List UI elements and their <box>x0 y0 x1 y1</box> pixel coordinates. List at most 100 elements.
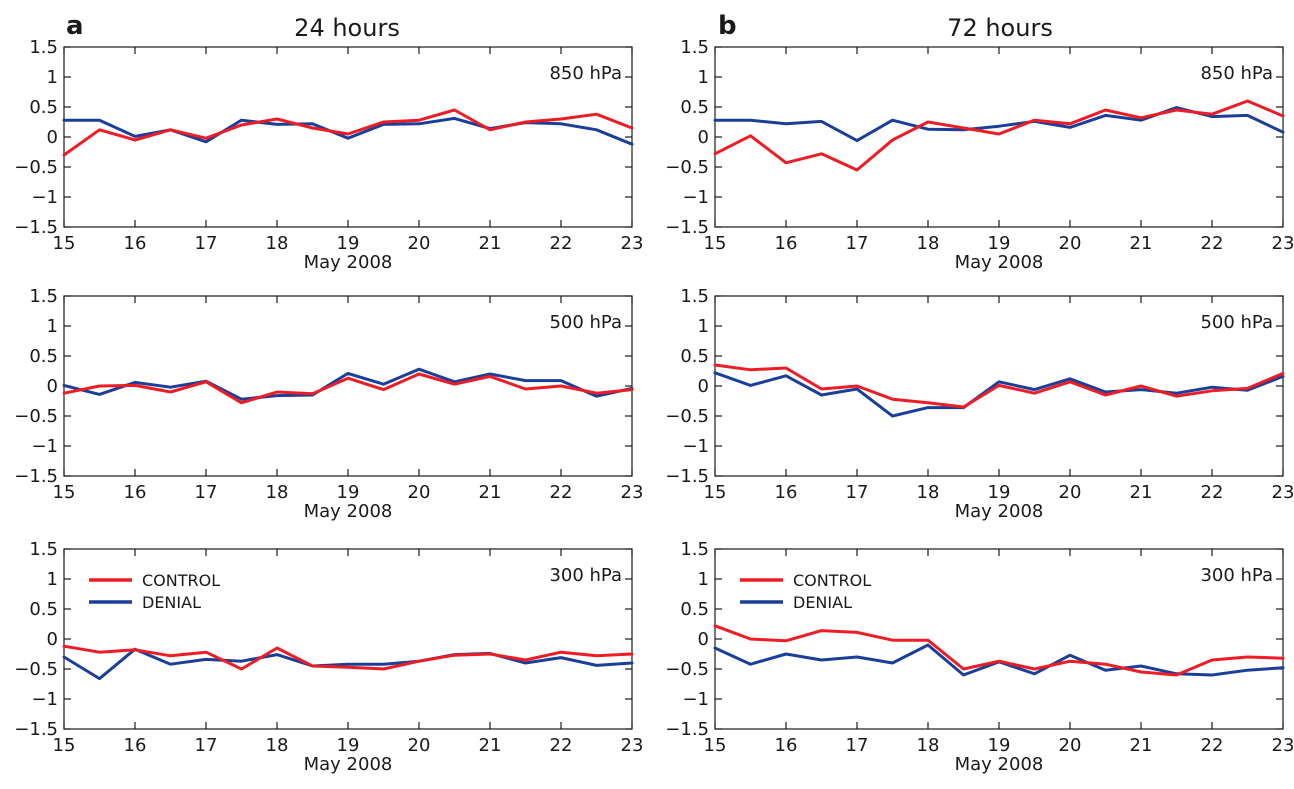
series-line-control <box>62 644 634 671</box>
y-tick-label: 1 <box>698 569 709 590</box>
y-tick-label: 0.5 <box>680 599 709 620</box>
y-tick-label: −1 <box>682 689 709 710</box>
y-tick-label: 0.5 <box>680 97 709 118</box>
y-tick-label: 1.5 <box>680 539 709 560</box>
series-line-denial <box>62 647 634 681</box>
x-tick-label: 18 <box>266 482 289 503</box>
legend-label-denial: DENIAL <box>142 593 201 612</box>
y-tick-label: 1.5 <box>680 37 709 58</box>
series-line-denial <box>62 367 634 401</box>
series-line-control <box>713 99 1285 172</box>
panel-b-300hpa: −1.5 −1 −0.5 0 0.5 1 1.5 15 16 17 18 19 20 21 22 23 May … <box>665 539 1294 775</box>
y-tick-label: 1 <box>47 316 58 337</box>
panel-b-500hpa: −1.5 −1 −0.5 0 0.5 1 1.5 15 16 17 18 19 20 21 22 23 May … <box>665 286 1294 522</box>
x-tick-label: 16 <box>124 482 147 503</box>
x-tick-label: 19 <box>988 233 1011 254</box>
y-tick-label: 0 <box>698 127 709 148</box>
x-tick-label: 15 <box>53 735 76 756</box>
series-line-denial <box>713 371 1285 418</box>
x-tick-label: 21 <box>479 482 502 503</box>
column-title-72h: 72 hours <box>947 14 1053 42</box>
panel-a-850hpa: −1.5 −1 −0.5 0 0.5 1 1.5 15 16 17 18 19 20 21 22 23 May … <box>14 37 643 273</box>
pressure-level-label: 300 hPa <box>1200 565 1273 586</box>
x-axis-label: May 2008 <box>304 501 393 522</box>
x-tick-label: 15 <box>704 735 727 756</box>
x-tick-label: 19 <box>337 233 360 254</box>
x-tick-label: 22 <box>1201 233 1224 254</box>
x-tick-label: 15 <box>704 233 727 254</box>
y-tick-label: 1 <box>47 67 58 88</box>
y-tick-label: −1.5 <box>665 719 709 740</box>
x-tick-label: 20 <box>408 233 431 254</box>
panel-a-500hpa: −1.5 −1 −0.5 0 0.5 1 1.5 15 16 17 18 19 20 21 22 23 May … <box>14 286 643 522</box>
pressure-level-label: 500 hPa <box>549 312 622 333</box>
x-tick-label: 19 <box>988 482 1011 503</box>
y-tick-label: −0.5 <box>14 406 58 427</box>
x-axis-label: May 2008 <box>304 252 393 273</box>
y-tick-label: −1 <box>31 436 58 457</box>
plot-frame <box>714 46 1284 228</box>
x-tick-label: 15 <box>53 233 76 254</box>
x-tick-label: 18 <box>266 233 289 254</box>
y-tick-label: 0 <box>698 629 709 650</box>
x-tick-label: 17 <box>195 233 218 254</box>
y-tick-label: −1.5 <box>14 217 58 238</box>
series-line-control <box>713 363 1285 409</box>
x-tick-label: 23 <box>621 482 644 503</box>
x-tick-label: 20 <box>1059 735 1082 756</box>
x-tick-label: 17 <box>195 735 218 756</box>
legend: CONTROL DENIAL <box>740 571 871 612</box>
x-tick-label: 21 <box>1130 735 1153 756</box>
x-tick-label: 16 <box>775 233 798 254</box>
y-tick-label: −1 <box>682 436 709 457</box>
pressure-level-label: 500 hPa <box>1200 312 1273 333</box>
y-tick-label: −0.5 <box>14 659 58 680</box>
x-tick-label: 22 <box>550 233 573 254</box>
series-line-control <box>713 624 1285 677</box>
x-tick-label: 16 <box>124 233 147 254</box>
x-tick-label: 23 <box>1272 482 1294 503</box>
x-tick-label: 17 <box>846 482 869 503</box>
x-tick-label: 18 <box>917 482 940 503</box>
x-tick-label: 15 <box>53 482 76 503</box>
panel-a-300hpa: −1.5 −1 −0.5 0 0.5 1 1.5 15 16 17 18 19 20 21 22 23 May … <box>14 539 643 775</box>
x-tick-label: 21 <box>479 735 502 756</box>
pressure-level-label: 300 hPa <box>549 565 622 586</box>
y-tick-label: −0.5 <box>14 157 58 178</box>
x-tick-label: 22 <box>550 735 573 756</box>
pressure-level-label: 850 hPa <box>549 63 622 84</box>
y-tick-label: 1.5 <box>29 37 58 58</box>
series-line-control <box>62 108 634 157</box>
series-line-denial <box>62 116 634 146</box>
x-tick-label: 16 <box>775 735 798 756</box>
y-tick-label: 1.5 <box>680 286 709 307</box>
x-tick-label: 19 <box>988 735 1011 756</box>
x-tick-label: 16 <box>775 482 798 503</box>
x-tick-label: 20 <box>1059 482 1082 503</box>
y-tick-label: −1 <box>31 689 58 710</box>
x-axis-label: May 2008 <box>304 754 393 775</box>
y-tick-label: −1 <box>31 187 58 208</box>
y-tick-label: −1.5 <box>14 466 58 487</box>
y-tick-label: −0.5 <box>665 157 709 178</box>
x-axis-label: May 2008 <box>955 501 1044 522</box>
x-tick-label: 20 <box>1059 233 1082 254</box>
pressure-level-label: 850 hPa <box>1200 63 1273 84</box>
x-tick-label: 19 <box>337 735 360 756</box>
x-tick-label: 20 <box>408 482 431 503</box>
panel-letter-a: a <box>66 11 84 41</box>
y-tick-label: 0.5 <box>680 346 709 367</box>
x-tick-label: 23 <box>1272 735 1294 756</box>
y-tick-label: 1 <box>47 569 58 590</box>
y-tick-label: −1.5 <box>14 719 58 740</box>
x-axis-label: May 2008 <box>955 252 1044 273</box>
x-tick-label: 22 <box>1201 482 1224 503</box>
x-tick-label: 15 <box>704 482 727 503</box>
x-tick-label: 22 <box>1201 735 1224 756</box>
y-tick-label: −0.5 <box>665 406 709 427</box>
column-title-24h: 24 hours <box>294 14 400 42</box>
x-tick-label: 16 <box>124 735 147 756</box>
y-tick-label: 0 <box>47 629 58 650</box>
x-tick-label: 17 <box>846 233 869 254</box>
